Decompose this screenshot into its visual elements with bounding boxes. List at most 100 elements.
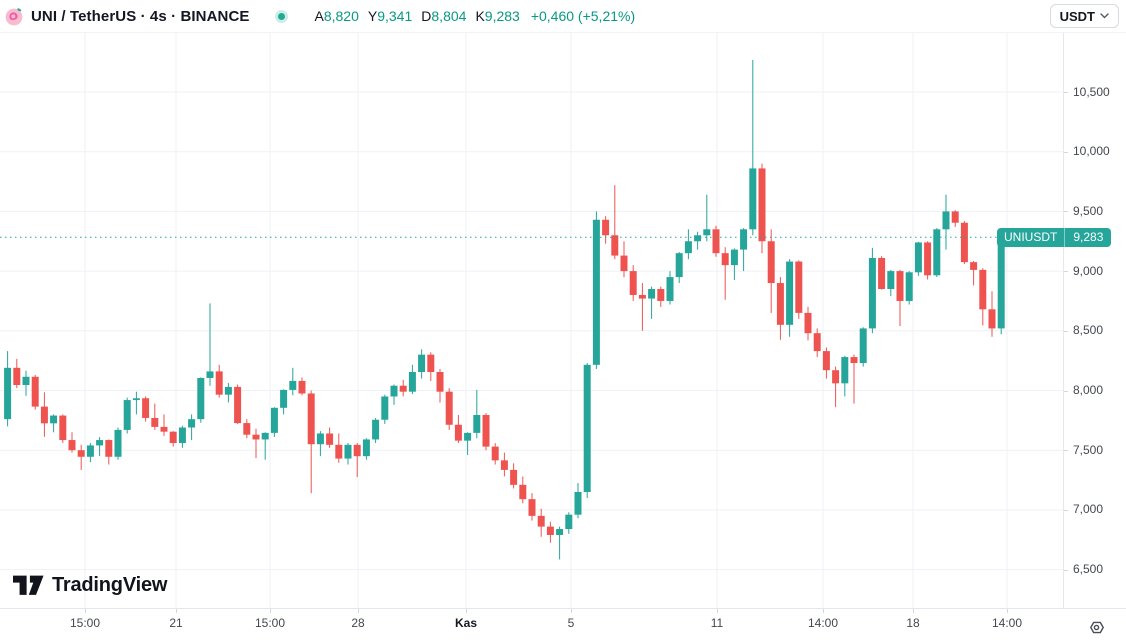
candle-body <box>583 364 591 492</box>
candle-body <box>280 389 288 408</box>
candle-body <box>841 357 849 384</box>
candle-body <box>813 333 821 352</box>
candle-body <box>482 414 490 447</box>
candle-body <box>767 241 775 284</box>
candle <box>832 366 840 408</box>
price-axis-tick <box>1064 92 1068 93</box>
candle <box>59 414 67 444</box>
candle <box>234 384 242 424</box>
candle <box>68 432 76 453</box>
candle <box>151 403 159 430</box>
candle <box>822 347 830 379</box>
candle <box>427 352 435 381</box>
candle <box>786 259 794 337</box>
axis-settings-gear-icon[interactable] <box>1086 617 1107 638</box>
candle <box>749 60 757 236</box>
price-axis-label: 7,000 <box>1073 502 1104 517</box>
candle-body <box>933 229 941 276</box>
candle-body <box>795 261 803 313</box>
candle <box>519 476 527 504</box>
time-axis-label: 14:00 <box>807 616 839 630</box>
candle <box>758 163 766 254</box>
time-axis-tick <box>85 609 86 613</box>
candle-body <box>298 380 306 394</box>
candle-body <box>905 272 913 301</box>
high-label: Y <box>367 8 378 24</box>
price-axis-tick <box>1064 330 1068 332</box>
candle-body <box>786 261 794 325</box>
time-axis-label: 5 <box>567 616 575 630</box>
candle-body <box>537 515 545 527</box>
candle-body <box>142 398 150 418</box>
price-axis-tick <box>1064 211 1068 213</box>
currency-selector-button[interactable]: USDT <box>1049 4 1119 28</box>
candle-body <box>96 440 104 446</box>
candle <box>841 355 849 397</box>
candle <box>537 508 545 537</box>
candle-body <box>546 526 554 535</box>
candle <box>31 374 39 410</box>
candle <box>638 283 646 331</box>
candle <box>408 364 416 395</box>
candle <box>326 427 334 448</box>
candle-body <box>169 431 177 444</box>
candle <box>280 389 288 415</box>
last-price-label: UNIUSDT 9,283 <box>997 227 1112 247</box>
candle-body <box>59 415 67 441</box>
candle-body <box>445 391 453 425</box>
price-axis[interactable]: 10,500 10,000 9,500 9,000 8,500 8,000 7,500 7,0… <box>1063 32 1126 608</box>
candle-body <box>473 414 481 433</box>
candle <box>96 437 104 457</box>
candle-body <box>574 491 582 515</box>
candle <box>592 211 600 370</box>
candle-body <box>362 439 370 457</box>
candle-body <box>151 417 159 427</box>
candle <box>988 291 996 337</box>
candle <box>436 369 444 403</box>
candle <box>243 419 251 439</box>
candle-body <box>4 367 12 420</box>
candle-body <box>408 371 416 392</box>
candle <box>740 228 748 272</box>
candle-body <box>454 424 462 441</box>
candle <box>611 185 619 260</box>
candlestick-chart[interactable] <box>0 32 1063 608</box>
time-axis[interactable]: 15:00 21 15:00 28 Kas 5 11 14:00 18 14:00 <box>0 608 1126 640</box>
candle <box>684 229 692 260</box>
candle-body <box>620 255 628 272</box>
candle-body <box>648 289 656 299</box>
last-price-value: 9,283 <box>1064 227 1111 247</box>
candle-body <box>289 380 297 390</box>
candle <box>721 247 729 300</box>
candle-body <box>510 469 518 485</box>
candle-body <box>77 450 85 457</box>
candle <box>795 260 803 319</box>
candle-body <box>86 445 94 457</box>
candle-body <box>988 309 996 329</box>
candle-body <box>675 253 683 278</box>
tradingview-watermark[interactable]: TradingView <box>13 574 167 597</box>
candle <box>353 443 361 477</box>
time-axis-label: Kas <box>454 616 478 630</box>
candle <box>675 251 683 284</box>
price-axis-label: 9,500 <box>1073 203 1104 218</box>
candle-body <box>519 484 527 500</box>
candle <box>160 414 168 436</box>
symbol-title[interactable]: UNI / TetherUS · 4s · BINANCE <box>31 7 250 25</box>
candle <box>344 443 352 465</box>
time-axis-label: 21 <box>169 616 183 630</box>
candle <box>4 351 12 427</box>
candle-body <box>105 440 113 457</box>
candle-body <box>390 385 398 397</box>
candle <box>399 379 407 397</box>
candle-body <box>381 396 389 420</box>
candle-body <box>638 294 646 299</box>
candle <box>546 521 554 543</box>
time-axis-tick <box>176 609 177 613</box>
candle-body <box>307 393 315 445</box>
candle-body <box>730 249 738 266</box>
time-axis-label: 15:00 <box>69 616 101 630</box>
candle <box>454 414 462 444</box>
candle-body <box>960 222 968 263</box>
